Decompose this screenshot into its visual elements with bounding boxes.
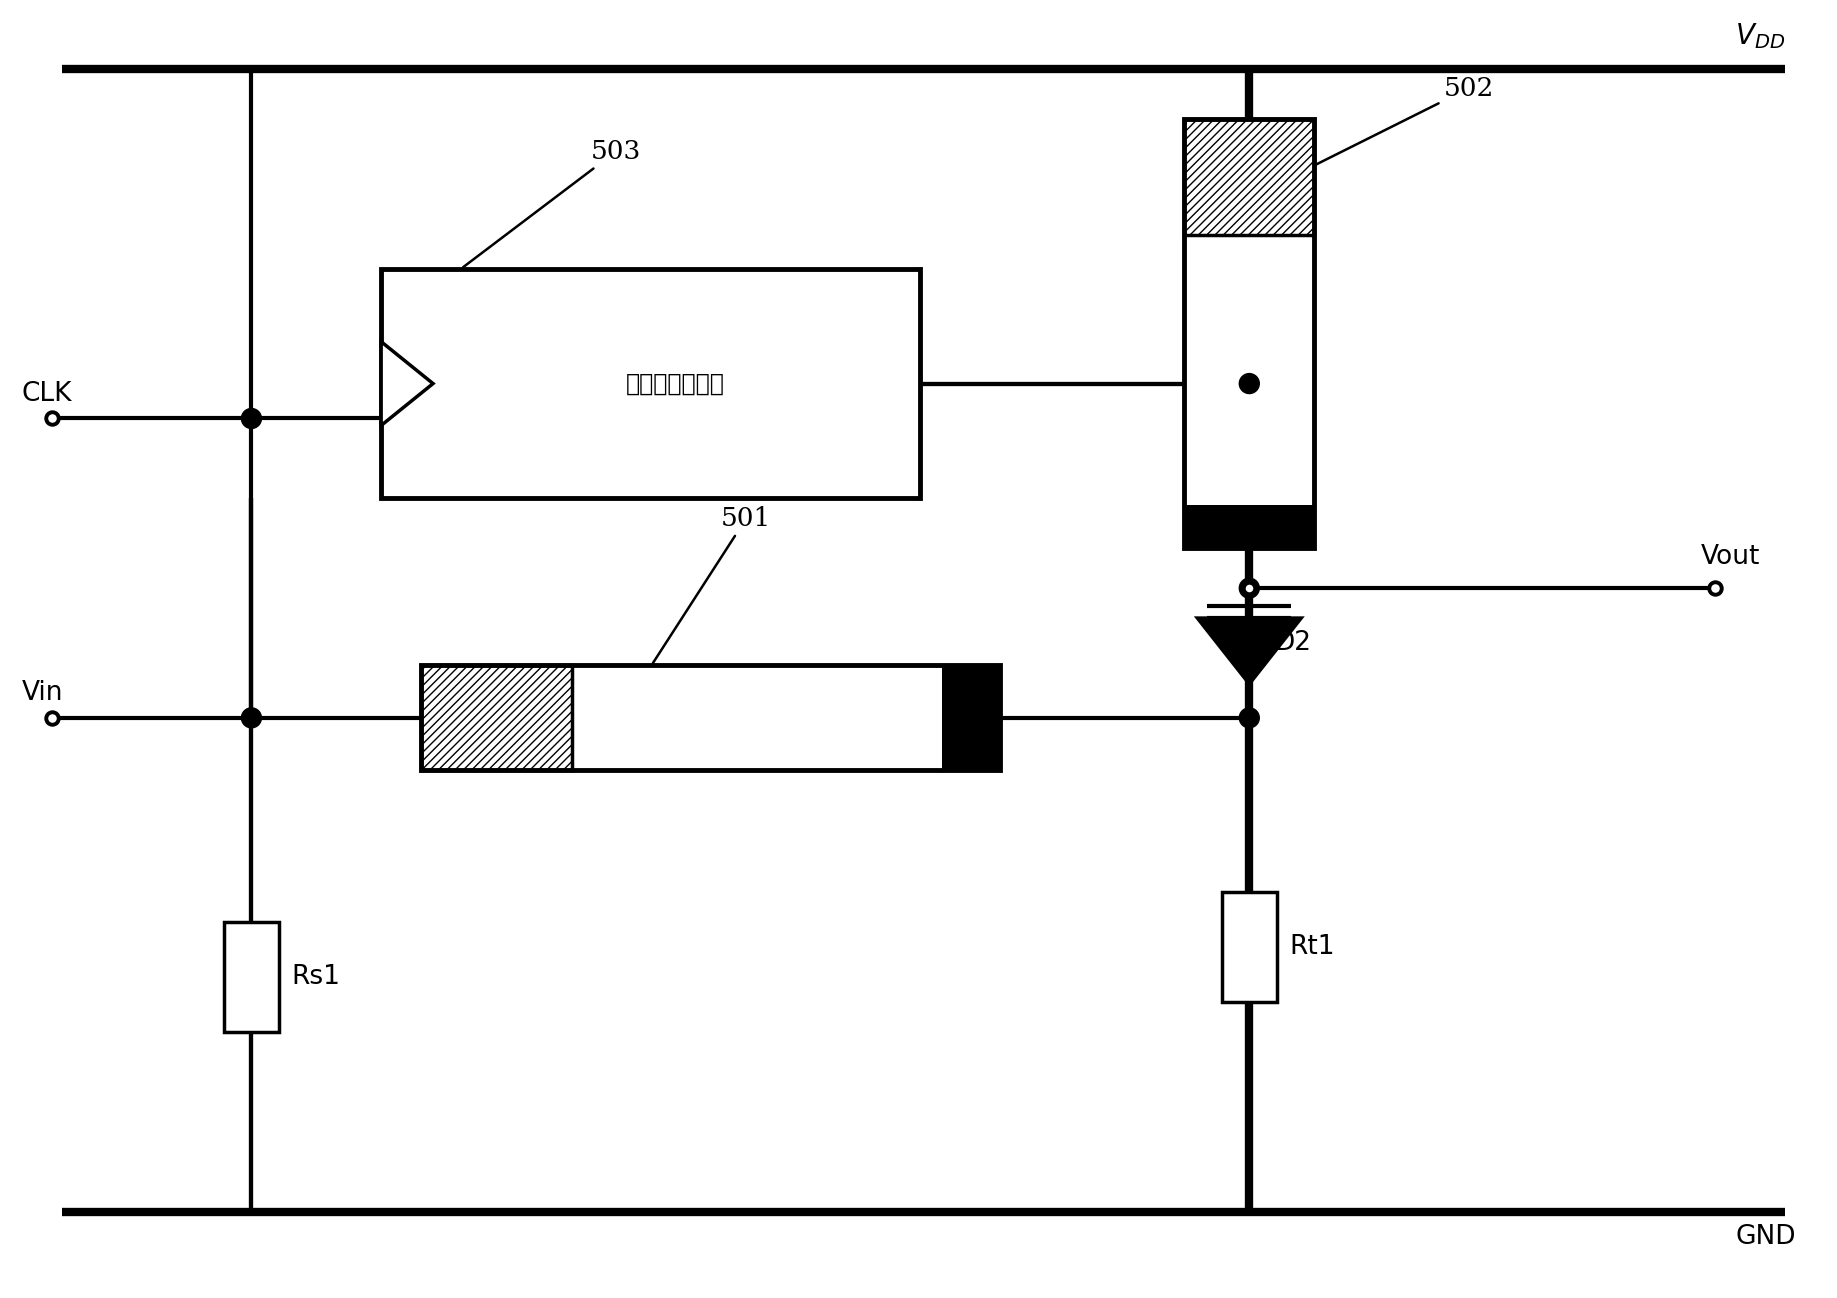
Bar	[1222, 893, 1277, 1002]
Text: V$_{DD}$: V$_{DD}$	[1736, 22, 1786, 52]
Bar	[1185, 505, 1313, 548]
Text: 501: 501	[652, 506, 772, 663]
Bar	[421, 666, 571, 770]
Text: Rt1: Rt1	[1290, 935, 1335, 961]
Text: Vin: Vin	[22, 680, 64, 706]
Text: 503: 503	[463, 139, 641, 267]
Text: D2: D2	[1275, 630, 1312, 655]
Polygon shape	[380, 341, 434, 426]
Polygon shape	[1198, 618, 1301, 684]
Text: Rs1: Rs1	[292, 964, 340, 990]
Circle shape	[241, 707, 261, 728]
Bar	[1185, 119, 1313, 548]
Bar	[942, 666, 999, 770]
Bar	[1185, 119, 1313, 235]
Bar	[421, 666, 999, 770]
Circle shape	[1240, 374, 1260, 393]
Circle shape	[241, 409, 261, 428]
Bar	[1185, 119, 1313, 235]
Bar	[380, 269, 920, 498]
Text: 502: 502	[1317, 75, 1493, 165]
Text: 第二电压转换器: 第二电压转换器	[626, 371, 726, 396]
Text: CLK: CLK	[22, 380, 72, 406]
Circle shape	[1240, 578, 1260, 598]
Text: GND: GND	[1736, 1224, 1797, 1250]
Circle shape	[1240, 707, 1260, 728]
Bar	[421, 666, 571, 770]
Text: Vout: Vout	[1701, 544, 1760, 570]
Bar	[224, 923, 279, 1032]
